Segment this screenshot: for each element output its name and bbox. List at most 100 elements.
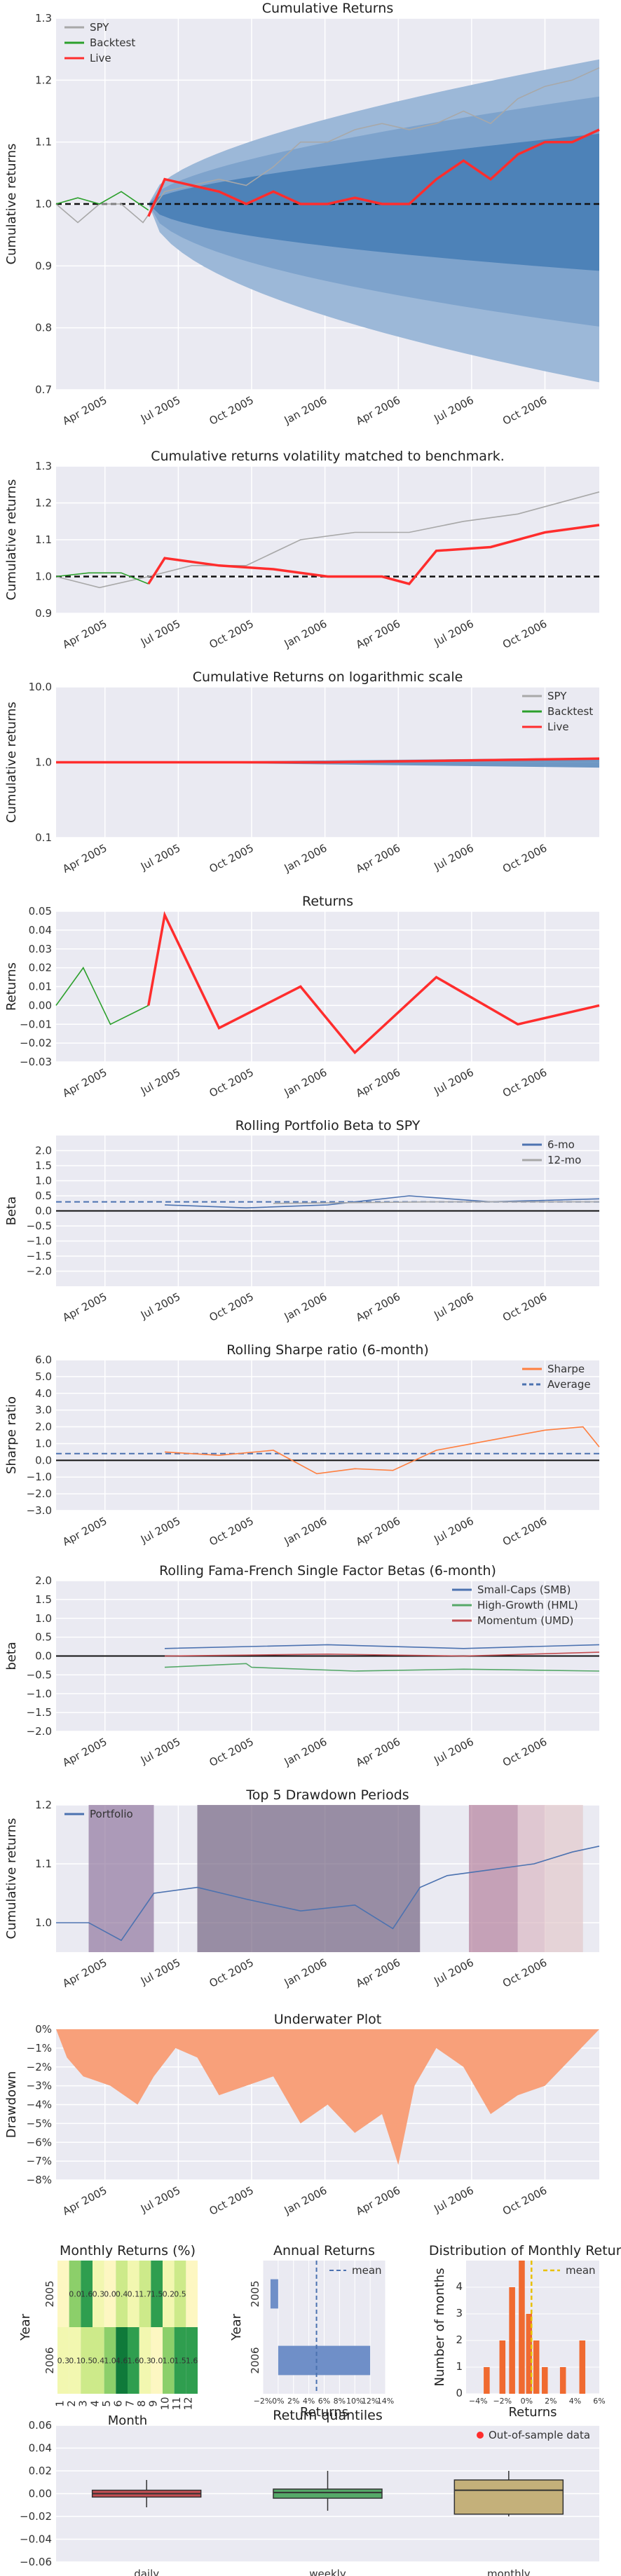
- cell-label: 1.6: [186, 2357, 198, 2366]
- series-line-momentum-umd-: [164, 1651, 600, 1657]
- cell-label: 0.3: [139, 2357, 151, 2366]
- x-tick-label: Apr 2005: [60, 394, 109, 428]
- y-tick-label: −2.0: [27, 1265, 52, 1278]
- chart-title: Cumulative returns volatility matched to…: [151, 449, 505, 464]
- drawdown-span: [88, 1805, 154, 1952]
- y-tick-label: 6.0: [35, 1354, 52, 1366]
- y-tick-label: 2005: [249, 2280, 261, 2307]
- legend-label: Out-of-sample data: [489, 2429, 590, 2441]
- heatmap-cell: [104, 2261, 116, 2327]
- x-tick-label: Jan 2006: [282, 1290, 329, 1323]
- series-line-small-caps-smb-: [164, 1644, 600, 1649]
- y-tick-label: 1: [456, 2360, 463, 2373]
- legend-label: Portfolio: [90, 1808, 133, 1820]
- chart-title: Monthly Returns (%): [60, 2243, 196, 2258]
- x-tick-label: 4%: [569, 2397, 581, 2406]
- legend-label: 6-mo: [547, 1138, 575, 1151]
- chart-title: Underwater Plot: [274, 2012, 382, 2027]
- x-tick-label: 9: [147, 2400, 160, 2407]
- legend-label: Backtest: [547, 705, 593, 718]
- heatmap-cell: [69, 2261, 81, 2327]
- legend-label: 12-mo: [547, 1154, 581, 1166]
- y-tick-label: 0.8: [35, 322, 52, 334]
- y-tick-label: 0.1: [35, 831, 52, 844]
- y-tick-label: −1.0: [27, 1687, 52, 1700]
- drawdown-span: [545, 1805, 583, 1952]
- y-tick-label: −0.06: [20, 2556, 52, 2568]
- y-tick-label: 0.5: [35, 1190, 52, 1202]
- bar: [533, 2340, 540, 2394]
- x-tick-label: Oct 2006: [500, 1515, 549, 1548]
- y-tick-label: −1.0: [27, 1471, 52, 1483]
- x-axis-label: Month: [108, 2413, 147, 2428]
- chart-famafrench: Rolling Fama-French Single Factor Betas …: [4, 1563, 600, 1769]
- x-tick-label: Jul 2005: [138, 2184, 182, 2216]
- series-line-backtest: [55, 191, 149, 211]
- x-tick-label: 4: [88, 2400, 101, 2407]
- x-tick-label: Oct 2005: [207, 842, 256, 875]
- y-tick-label: −2%: [27, 2061, 52, 2073]
- cell-label: 0.5: [81, 2357, 93, 2366]
- box: [273, 2488, 383, 2499]
- x-tick-label: 0%: [272, 2397, 284, 2406]
- legend-label: Small-Caps (SMB): [477, 1583, 571, 1596]
- y-tick-label: 2006: [249, 2347, 261, 2373]
- chart-monthly: Monthly Returns (%)0.0 1.6 0.3 0.0 0.4 0.1 1.7…: [18, 2243, 198, 2428]
- x-tick-label: Jul 2005: [138, 1956, 182, 1988]
- heatmap-cell: [128, 2261, 139, 2327]
- x-tick-label: Jul 2005: [138, 842, 182, 873]
- y-axis-label: Beta: [4, 1197, 19, 1226]
- y-tick-label: 1.2: [35, 497, 52, 510]
- cell-label: 1.0: [104, 2357, 116, 2366]
- y-tick-label: 0.7: [35, 383, 52, 396]
- x-tick-label: Apr 2005: [60, 1290, 109, 1324]
- x-tick-label: 10%: [346, 2397, 363, 2406]
- heatmap-cell: [139, 2261, 151, 2327]
- y-tick-label: −0.5: [27, 1220, 52, 1232]
- x-tick-label: 8%: [334, 2397, 346, 2406]
- y-tick-label: 2.0: [35, 1145, 52, 1157]
- y-axis-label: Cumulative returns: [4, 702, 19, 823]
- y-tick-label: 1.5: [35, 1159, 52, 1172]
- y-tick-label: 10.0: [29, 681, 52, 693]
- x-tick-label: Oct 2006: [500, 1956, 549, 1990]
- chart-title: Cumulative Returns on logarithmic scale: [193, 669, 463, 685]
- y-tick-label: 1.3: [35, 460, 52, 472]
- x-tick-label: Jan 2006: [282, 842, 329, 875]
- y-tick-label: 0.02: [29, 2465, 52, 2477]
- y-axis-label: Year: [18, 2313, 33, 2341]
- x-tick-label: Oct 2005: [207, 618, 256, 651]
- bar: [526, 2314, 533, 2394]
- y-tick-label: 3: [456, 2307, 463, 2319]
- x-tick-label: 2: [65, 2400, 78, 2407]
- y-tick-label: 0: [456, 2387, 463, 2399]
- drawdown-span: [197, 1805, 421, 1952]
- series-line-backtest: [55, 967, 149, 1025]
- y-tick-label: 0.9: [35, 607, 52, 620]
- y-axis-label: beta: [4, 1642, 19, 1670]
- y-tick-label: 0.00: [29, 999, 52, 1011]
- y-tick-label: 4.0: [35, 1387, 52, 1400]
- chart-title: Annual Returns: [273, 2243, 375, 2258]
- y-axis-label: Sharpe ratio: [4, 1396, 19, 1474]
- legend-label: Sharpe: [547, 1363, 585, 1375]
- heatmap-cell: [93, 2327, 104, 2394]
- x-tick-label: Oct 2006: [500, 1066, 549, 1100]
- series-line-portfolio: [56, 1846, 600, 1942]
- series-line-12-mo: [273, 1201, 599, 1204]
- y-tick-label: 1.5: [35, 1593, 52, 1606]
- heatmap-cell: [81, 2261, 93, 2327]
- chart-title: Returns: [302, 894, 353, 909]
- series-line-live: [147, 128, 600, 217]
- heatmap-cell: [57, 2327, 69, 2394]
- x-tick-label: 12: [182, 2397, 195, 2410]
- chart-title: Rolling Portfolio Beta to SPY: [236, 1118, 421, 1133]
- x-tick-label: Jan 2006: [282, 1736, 329, 1769]
- bar: [541, 2367, 548, 2394]
- y-tick-label: 0.03: [29, 943, 52, 955]
- x-tick-label: Apr 2005: [60, 618, 109, 651]
- y-tick-label: 1.2: [35, 1799, 52, 1811]
- y-tick-label: −5%: [27, 2117, 52, 2129]
- y-tick-label: 2006: [43, 2347, 56, 2373]
